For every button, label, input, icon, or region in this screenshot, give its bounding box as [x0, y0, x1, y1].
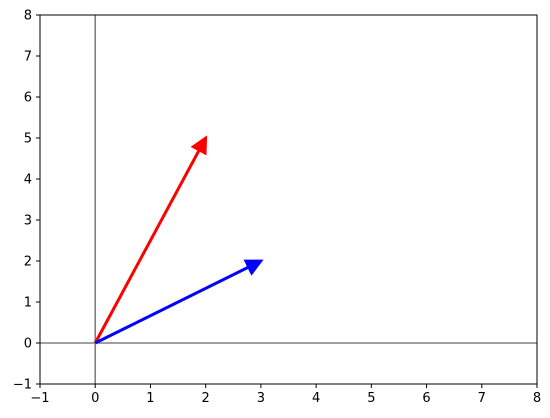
x-tick-label: 0	[91, 391, 99, 406]
x-tick-label: 7	[478, 391, 486, 406]
y-tick-label: 3	[24, 214, 32, 229]
y-tick-label: 1	[24, 296, 32, 311]
x-tick-label: 2	[202, 391, 210, 406]
y-tick-label: 5	[24, 132, 32, 147]
reference-lines	[40, 15, 537, 384]
y-tick-label: 7	[24, 50, 32, 65]
vectors	[93, 135, 264, 345]
y-tick-label: 4	[24, 173, 32, 188]
x-tick-label: 5	[367, 391, 375, 406]
x-tick-label: 1	[146, 391, 154, 406]
x-tick-label: 8	[533, 391, 541, 406]
y-tick-label: 2	[24, 255, 32, 270]
y-tick-label: 8	[24, 9, 32, 24]
vector-arrow-2	[94, 259, 264, 345]
x-tick-label: 3	[257, 391, 265, 406]
plot-frame	[39, 14, 538, 385]
x-tick-label: −1	[30, 391, 49, 406]
y-tick-label: 6	[24, 91, 32, 106]
x-tick-label: 6	[422, 391, 430, 406]
x-tick-label: 4	[312, 391, 320, 406]
y-tick-label: −1	[13, 378, 32, 393]
vector-arrow-1	[93, 135, 208, 344]
axis-ticks: −1 0 1 2 3 4 5 6 7 8 −1 0 1 2 3 4 5 6 7 8	[13, 9, 541, 407]
y-tick-label: 0	[24, 337, 32, 352]
